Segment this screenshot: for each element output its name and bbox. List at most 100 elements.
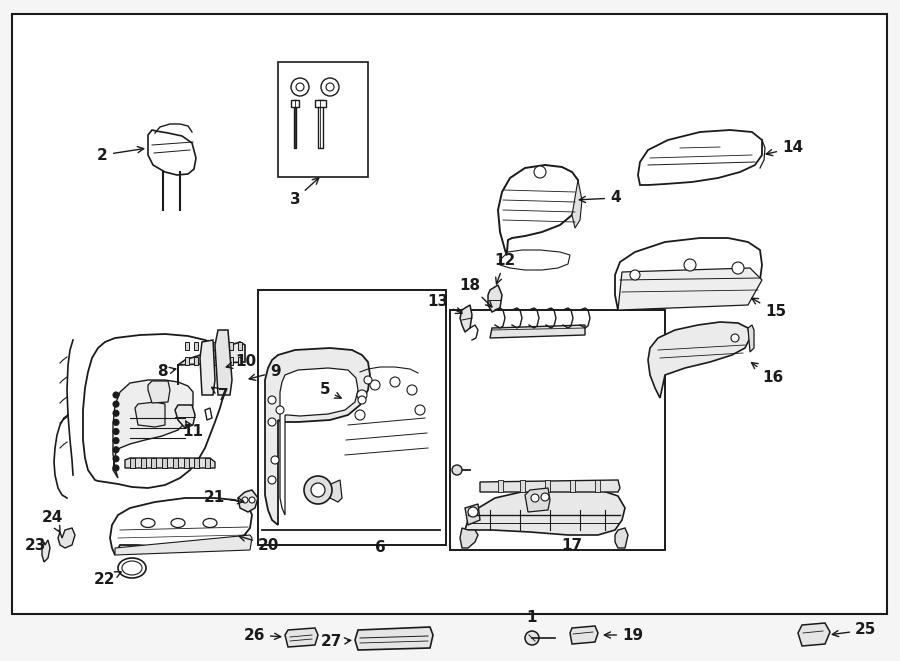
- Text: 2: 2: [97, 147, 144, 163]
- Circle shape: [296, 83, 304, 91]
- Polygon shape: [638, 130, 762, 185]
- Text: 4: 4: [580, 190, 621, 206]
- Ellipse shape: [141, 518, 155, 527]
- Polygon shape: [230, 342, 233, 350]
- Circle shape: [113, 438, 119, 444]
- Text: 5: 5: [320, 383, 341, 398]
- Polygon shape: [194, 458, 199, 468]
- Circle shape: [113, 401, 119, 407]
- Polygon shape: [115, 535, 252, 555]
- Polygon shape: [315, 100, 326, 107]
- Ellipse shape: [171, 518, 185, 527]
- Text: 9: 9: [249, 364, 281, 380]
- Polygon shape: [570, 626, 598, 644]
- Text: 13: 13: [427, 295, 462, 313]
- Polygon shape: [615, 528, 628, 548]
- Text: 8: 8: [158, 364, 176, 379]
- Polygon shape: [58, 528, 75, 548]
- Text: 26: 26: [244, 627, 281, 642]
- Polygon shape: [618, 268, 762, 310]
- Polygon shape: [460, 528, 478, 548]
- Polygon shape: [220, 342, 224, 350]
- Polygon shape: [125, 458, 215, 468]
- Polygon shape: [220, 357, 224, 365]
- Circle shape: [113, 456, 119, 462]
- Circle shape: [276, 406, 284, 414]
- Polygon shape: [184, 458, 189, 468]
- Circle shape: [468, 507, 478, 517]
- Circle shape: [113, 392, 119, 398]
- Circle shape: [358, 396, 366, 404]
- Circle shape: [321, 78, 339, 96]
- Polygon shape: [202, 357, 207, 365]
- Text: 22: 22: [94, 572, 122, 588]
- Polygon shape: [148, 130, 196, 175]
- Polygon shape: [238, 342, 242, 350]
- Polygon shape: [140, 458, 146, 468]
- Polygon shape: [490, 325, 585, 338]
- Ellipse shape: [122, 561, 142, 575]
- Circle shape: [113, 419, 119, 426]
- Circle shape: [326, 83, 334, 91]
- Circle shape: [541, 493, 549, 501]
- Polygon shape: [545, 480, 550, 492]
- Polygon shape: [212, 342, 215, 350]
- Polygon shape: [488, 285, 502, 312]
- Ellipse shape: [203, 518, 217, 527]
- Polygon shape: [498, 480, 503, 492]
- Polygon shape: [318, 100, 323, 148]
- Circle shape: [113, 447, 119, 453]
- Circle shape: [684, 259, 696, 271]
- Polygon shape: [595, 480, 600, 492]
- Circle shape: [268, 396, 276, 404]
- Polygon shape: [570, 480, 575, 492]
- Text: 11: 11: [182, 421, 203, 440]
- Text: 7: 7: [212, 387, 229, 403]
- Polygon shape: [230, 357, 233, 365]
- Polygon shape: [285, 628, 318, 647]
- Polygon shape: [113, 380, 193, 478]
- Ellipse shape: [118, 558, 146, 578]
- Polygon shape: [294, 100, 296, 148]
- Polygon shape: [498, 165, 578, 265]
- Circle shape: [370, 380, 380, 390]
- Polygon shape: [525, 488, 550, 512]
- Text: 21: 21: [203, 490, 244, 506]
- Text: 14: 14: [766, 141, 803, 155]
- Circle shape: [249, 497, 255, 503]
- Text: 19: 19: [604, 627, 644, 642]
- Bar: [450, 310, 665, 550]
- Circle shape: [311, 483, 325, 497]
- Polygon shape: [798, 623, 830, 646]
- Polygon shape: [338, 368, 432, 518]
- Circle shape: [364, 376, 372, 384]
- Bar: [258, 290, 446, 545]
- Text: 18: 18: [459, 278, 492, 307]
- Polygon shape: [130, 458, 135, 468]
- Polygon shape: [148, 381, 170, 403]
- Circle shape: [355, 410, 365, 420]
- Text: 25: 25: [832, 623, 877, 637]
- Polygon shape: [175, 405, 195, 428]
- Circle shape: [630, 270, 640, 280]
- Circle shape: [732, 262, 744, 274]
- Polygon shape: [500, 250, 570, 270]
- Circle shape: [113, 428, 119, 434]
- Text: 24: 24: [41, 510, 63, 532]
- Polygon shape: [194, 342, 198, 350]
- Circle shape: [113, 410, 119, 416]
- Text: 6: 6: [374, 541, 385, 555]
- Circle shape: [534, 166, 546, 178]
- Circle shape: [531, 494, 539, 502]
- Polygon shape: [748, 325, 754, 352]
- Polygon shape: [648, 322, 750, 398]
- Polygon shape: [151, 458, 157, 468]
- Polygon shape: [520, 480, 525, 492]
- Polygon shape: [173, 458, 178, 468]
- Circle shape: [268, 418, 276, 426]
- Circle shape: [242, 497, 248, 503]
- Bar: [278, 62, 368, 177]
- Circle shape: [390, 377, 400, 387]
- Polygon shape: [280, 368, 358, 515]
- Polygon shape: [178, 342, 245, 385]
